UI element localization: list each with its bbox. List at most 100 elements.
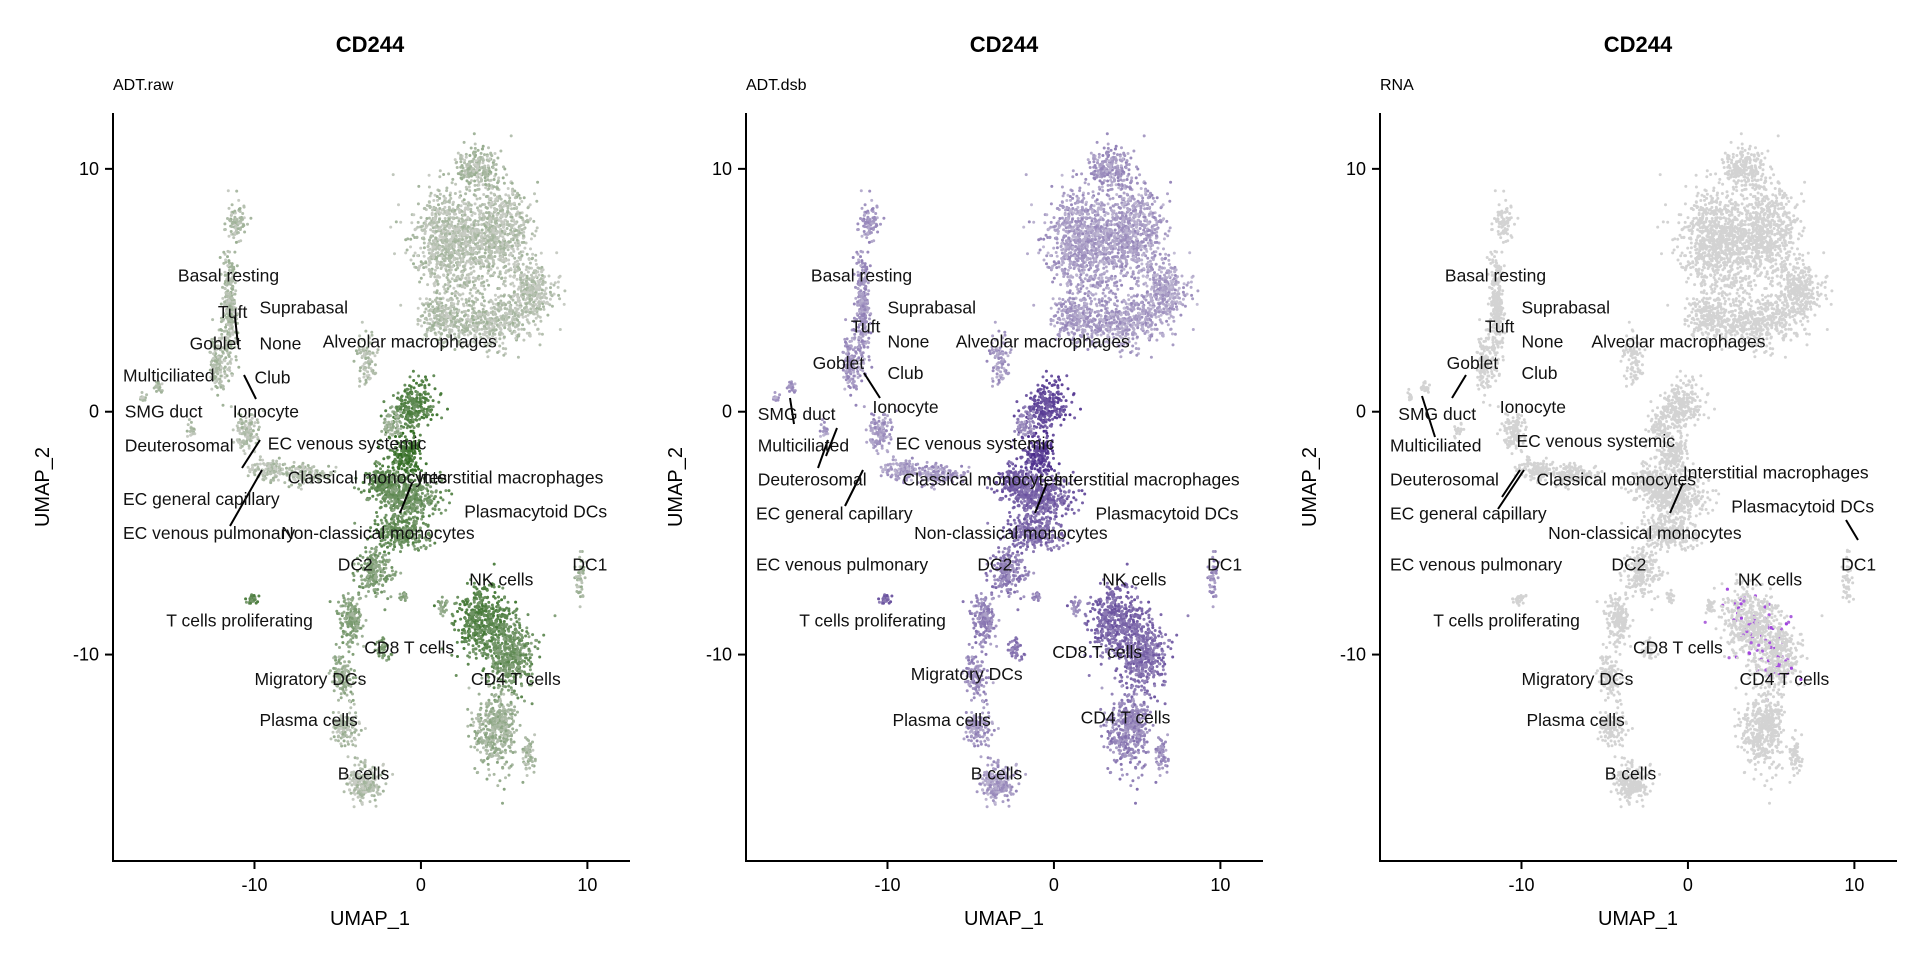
cell-point <box>339 621 343 625</box>
cell-point <box>406 392 410 396</box>
cell-point <box>471 314 474 318</box>
cell-point <box>439 511 443 515</box>
cell-point <box>445 189 449 193</box>
cell-point <box>510 225 513 229</box>
cell-point <box>416 413 420 417</box>
cell-point <box>373 547 377 551</box>
cell-point <box>442 259 446 263</box>
cell-point <box>367 789 371 793</box>
cell-point <box>474 316 478 320</box>
cell-point <box>481 307 485 311</box>
cell-point <box>353 617 357 621</box>
cell-point <box>464 245 468 249</box>
cell-point <box>510 202 514 206</box>
cell-point <box>477 180 481 184</box>
cell-point <box>510 244 514 248</box>
cell-point <box>433 298 437 302</box>
cell-point <box>486 174 490 178</box>
cell-point <box>389 595 393 599</box>
cell-point <box>340 635 344 639</box>
cell-point <box>440 208 444 212</box>
cell-point <box>407 405 411 409</box>
cell-point <box>434 225 438 229</box>
cell-point <box>357 487 361 491</box>
cell-point <box>376 788 380 792</box>
cell-point <box>413 509 417 513</box>
cell-point <box>502 335 506 339</box>
cell-point <box>427 173 431 177</box>
cell-point <box>461 292 465 296</box>
cell-point <box>399 220 403 224</box>
cell-point <box>433 504 437 508</box>
cell-point <box>340 612 344 616</box>
cell-point <box>429 395 432 399</box>
cell-point <box>475 175 479 179</box>
cell-point <box>459 153 463 157</box>
cell-point <box>413 547 417 551</box>
cell-point <box>418 297 422 301</box>
cell-point <box>444 508 448 512</box>
cell-point <box>438 275 442 279</box>
cell-point <box>469 325 473 329</box>
cell-point <box>479 302 483 306</box>
cell-point <box>503 315 506 319</box>
cell-point <box>404 422 408 426</box>
cell-point <box>409 258 413 262</box>
cell-point <box>507 253 511 257</box>
cell-point <box>476 219 480 223</box>
cell-point <box>424 397 428 401</box>
cell-point <box>469 288 473 292</box>
cell-point <box>466 240 470 244</box>
cell-point <box>384 576 388 580</box>
cell-point <box>400 415 404 419</box>
cell-point <box>461 238 465 241</box>
cell-point <box>331 730 335 734</box>
cell-point <box>473 279 477 283</box>
cell-point <box>474 277 478 280</box>
cell-point <box>455 307 458 311</box>
cell-point <box>335 661 339 665</box>
cell-point <box>424 462 428 466</box>
cell-point <box>503 320 507 324</box>
cell-point <box>483 203 487 206</box>
cell-point <box>494 209 498 213</box>
cell-point <box>412 544 416 548</box>
cell-point <box>472 300 476 304</box>
cell-point <box>419 225 423 229</box>
cell-point <box>466 662 470 666</box>
cell-point <box>518 231 522 235</box>
cell-point <box>421 515 425 519</box>
cell-point <box>429 234 433 238</box>
cell-point <box>512 249 516 253</box>
cell-point <box>477 321 481 325</box>
cell-point <box>452 233 456 237</box>
cell-point <box>411 233 415 237</box>
cell-point <box>376 588 380 591</box>
cell-point <box>506 187 510 190</box>
cell-point <box>412 457 416 461</box>
cell-point <box>337 734 340 738</box>
cell-point <box>403 511 407 515</box>
cell-point <box>449 268 453 272</box>
cell-point <box>456 326 460 330</box>
cell-point <box>452 258 456 262</box>
cell-point <box>498 240 502 244</box>
cell-point <box>516 355 520 359</box>
cell-point <box>389 225 393 229</box>
cell-point <box>380 590 384 594</box>
cell-point <box>448 193 452 197</box>
cell-point <box>341 604 345 608</box>
cell-point <box>427 305 431 308</box>
cell-point <box>550 294 554 298</box>
cell-point <box>494 172 498 176</box>
cell-point <box>495 229 499 233</box>
cell-point <box>432 230 435 233</box>
cell-point <box>510 237 513 241</box>
cell-point <box>472 283 476 287</box>
cell-point <box>379 518 383 522</box>
cell-point <box>526 270 530 274</box>
cell-point <box>479 178 483 182</box>
cell-point <box>503 276 507 280</box>
cell-point <box>383 497 387 501</box>
cell-point <box>363 727 367 730</box>
